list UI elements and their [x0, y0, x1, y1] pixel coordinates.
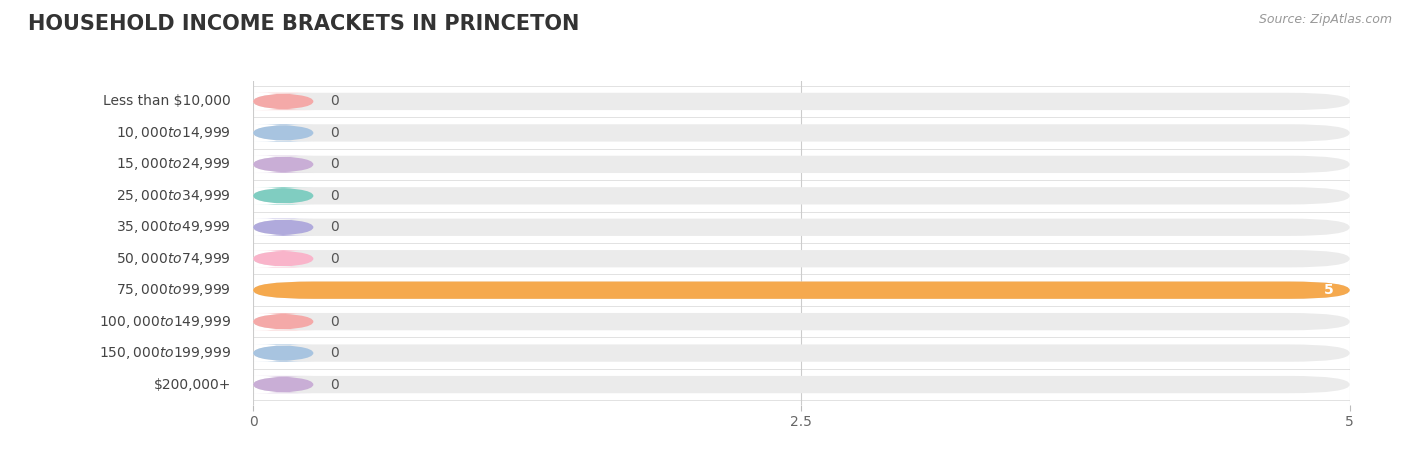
- Text: 0: 0: [330, 346, 339, 360]
- FancyBboxPatch shape: [253, 156, 1350, 173]
- Text: $25,000 to $34,999: $25,000 to $34,999: [117, 188, 231, 204]
- Text: 0: 0: [330, 252, 339, 266]
- FancyBboxPatch shape: [253, 282, 1350, 299]
- FancyBboxPatch shape: [253, 219, 1350, 236]
- FancyBboxPatch shape: [253, 344, 314, 362]
- FancyBboxPatch shape: [253, 156, 314, 173]
- Text: 0: 0: [330, 94, 339, 108]
- FancyBboxPatch shape: [253, 282, 1350, 299]
- FancyBboxPatch shape: [253, 93, 1350, 110]
- Text: 0: 0: [330, 220, 339, 234]
- FancyBboxPatch shape: [253, 250, 1350, 267]
- FancyBboxPatch shape: [253, 93, 314, 110]
- FancyBboxPatch shape: [253, 187, 314, 204]
- FancyBboxPatch shape: [253, 313, 1350, 330]
- Text: 0: 0: [330, 126, 339, 140]
- Text: $15,000 to $24,999: $15,000 to $24,999: [117, 156, 231, 172]
- Text: $35,000 to $49,999: $35,000 to $49,999: [117, 219, 231, 235]
- FancyBboxPatch shape: [253, 376, 1350, 393]
- Text: $100,000 to $149,999: $100,000 to $149,999: [98, 314, 231, 330]
- FancyBboxPatch shape: [253, 344, 1350, 362]
- Text: 0: 0: [330, 315, 339, 328]
- Text: $75,000 to $99,999: $75,000 to $99,999: [117, 282, 231, 298]
- Text: Less than $10,000: Less than $10,000: [104, 94, 231, 108]
- Text: 0: 0: [330, 158, 339, 171]
- Text: 0: 0: [330, 189, 339, 203]
- Text: $10,000 to $14,999: $10,000 to $14,999: [117, 125, 231, 141]
- Text: $200,000+: $200,000+: [153, 378, 231, 392]
- Text: Source: ZipAtlas.com: Source: ZipAtlas.com: [1258, 14, 1392, 27]
- FancyBboxPatch shape: [253, 187, 1350, 204]
- Text: 0: 0: [330, 378, 339, 392]
- FancyBboxPatch shape: [253, 219, 314, 236]
- Text: $150,000 to $199,999: $150,000 to $199,999: [98, 345, 231, 361]
- Text: 5: 5: [1323, 283, 1333, 297]
- FancyBboxPatch shape: [253, 124, 1350, 142]
- FancyBboxPatch shape: [253, 124, 314, 142]
- Text: HOUSEHOLD INCOME BRACKETS IN PRINCETON: HOUSEHOLD INCOME BRACKETS IN PRINCETON: [28, 14, 579, 33]
- FancyBboxPatch shape: [253, 313, 314, 330]
- FancyBboxPatch shape: [253, 250, 314, 267]
- Text: $50,000 to $74,999: $50,000 to $74,999: [117, 251, 231, 267]
- FancyBboxPatch shape: [253, 376, 314, 393]
